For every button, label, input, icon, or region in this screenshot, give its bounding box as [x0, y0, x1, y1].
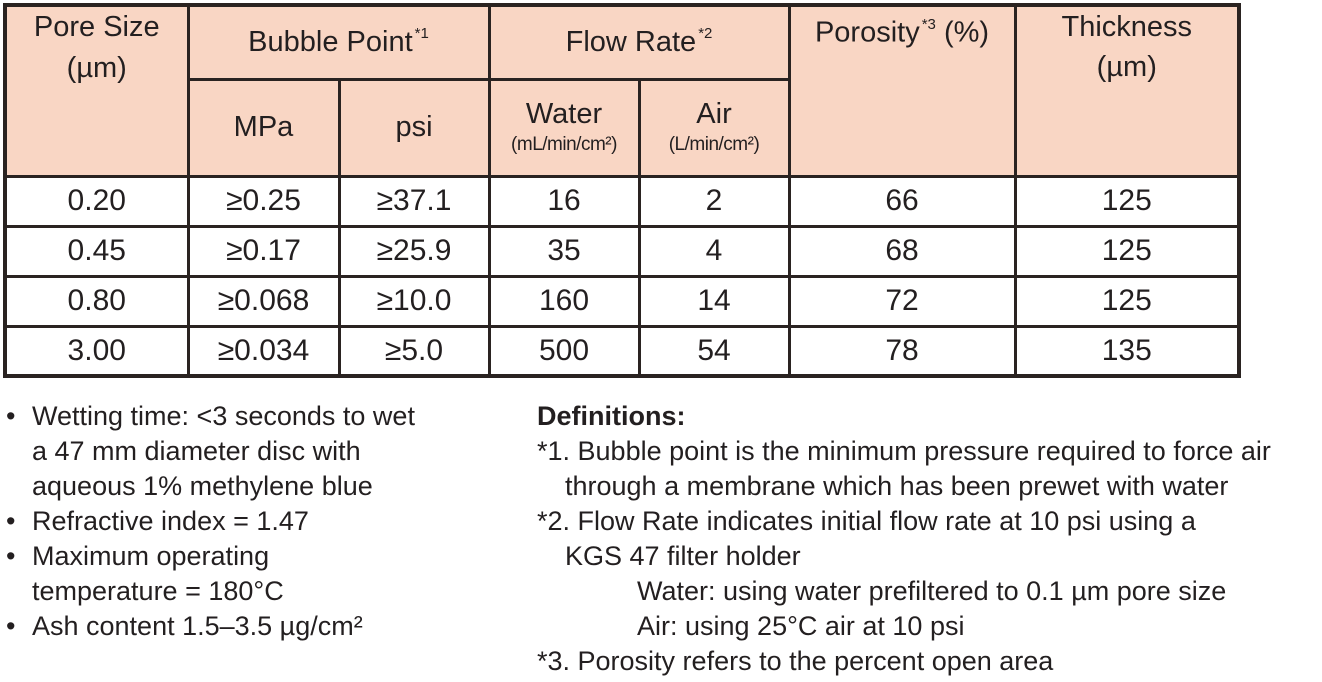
definition-line: *2. Flow Rate indicates initial flow rat… [537, 506, 1196, 536]
table-cell: ≥37.1 [337, 174, 491, 228]
note-text: Wetting time: <3 seconds to wet [32, 401, 415, 431]
table-row: 0.80 ≥0.068 ≥10.0 160 14 72 125 [3, 274, 1241, 328]
header-thickness-line2: (µm) [1096, 51, 1157, 83]
bullet-icon: • [6, 611, 16, 641]
note-text: Maximum operating [32, 541, 270, 571]
table-cell: ≥10.0 [337, 274, 491, 328]
note-text: temperature = 180°C [32, 576, 284, 606]
notes-section: • Wetting time: <3 seconds to wet • a 47… [0, 399, 1322, 679]
definition-line: Water: using water prefiltered to 0.1 µm… [637, 576, 1227, 606]
note-line: • a 47 mm diameter disc with [6, 434, 537, 469]
bullet-icon: • [6, 541, 16, 571]
header-bubble-point: Bubble Point *1 [186, 3, 491, 81]
header-psi: psi [337, 77, 491, 178]
header-water-label: Water [525, 98, 603, 130]
header-thickness: Thickness (µm) [1013, 3, 1241, 178]
table-cell: 4 [637, 224, 791, 278]
bullet-icon: • [6, 401, 16, 431]
table-cell: 3.00 [3, 324, 190, 378]
header-row-groups: Pore Size (µm) Bubble Point *1 Flow Rate *… [3, 3, 1241, 178]
header-pore-size: Pore Size (µm) [3, 3, 190, 178]
table-cell: 2 [637, 174, 791, 228]
table-cell: 160 [487, 274, 641, 328]
table-cell: 72 [787, 274, 1017, 328]
note-text: Ash content 1.5–3.5 µg/cm² [32, 611, 363, 641]
table-cell: 135 [1013, 324, 1241, 378]
membrane-specs-table: Pore Size (µm) Bubble Point *1 Flow Rate *… [3, 3, 1242, 378]
header-row-subcolumns: MPa psi Water (mL/min/cm²) Air (L/min/cm… [5, 77, 1239, 178]
table-cell: 66 [787, 174, 1017, 228]
note-line: • Maximum operating [6, 539, 537, 574]
definition-line: KGS 47 filter holder [565, 541, 801, 571]
table-row: 3.00 ≥0.034 ≥5.0 500 54 78 135 [3, 324, 1241, 378]
definition-line: Air: using 25°C air at 10 psi [637, 611, 965, 641]
header-porosity: Porosity *3 (%) [787, 3, 1017, 178]
table-cell: 125 [1013, 274, 1241, 328]
table-cell: 16 [487, 174, 641, 228]
table-cell: ≥0.068 [186, 274, 341, 328]
header-air-unit: (L/min/cm²) [668, 134, 760, 155]
note-line: • Ash content 1.5–3.5 µg/cm² [6, 609, 537, 644]
definition-line: through a membrane which has been prewet… [565, 471, 1229, 501]
table-cell: 68 [787, 224, 1017, 278]
header-porosity-label: Porosity [814, 16, 920, 49]
note-line: • Wetting time: <3 seconds to wet [6, 399, 537, 434]
header-mpa: MPa [186, 77, 341, 178]
header-pore-size-line1: Pore Size [33, 11, 160, 43]
table-cell: 35 [487, 224, 641, 278]
header-bubble-point-label: Bubble Point [248, 25, 413, 58]
header-air: Air (L/min/cm²) [637, 77, 791, 178]
table-cell: ≥5.0 [337, 324, 491, 378]
physical-properties-notes: • Wetting time: <3 seconds to wet • a 47… [0, 399, 537, 644]
footnote-marker-1: *1 [414, 25, 429, 43]
table-cell: ≥0.034 [186, 324, 341, 378]
note-text: Refractive index = 1.47 [32, 506, 309, 536]
header-air-label: Air [696, 98, 732, 130]
table-cell: 500 [487, 324, 641, 378]
header-water-unit: (mL/min/cm²) [511, 134, 617, 155]
table-cell: 125 [1013, 224, 1241, 278]
header-porosity-unit: (%) [943, 16, 990, 49]
footnote-marker-3: *3 [921, 16, 936, 33]
definition-line: *3. Porosity refers to the percent open … [537, 646, 1054, 676]
header-thickness-line1: Thickness [1061, 11, 1193, 43]
note-line: • temperature = 180°C [6, 574, 537, 609]
table-cell: 125 [1013, 174, 1241, 228]
header-pore-size-line2: (µm) [66, 52, 127, 84]
table-cell: ≥25.9 [337, 224, 491, 278]
note-line: • aqueous 1% methylene blue [6, 469, 537, 504]
table-row: 0.45 ≥0.17 ≥25.9 35 4 68 125 [3, 224, 1241, 278]
definition-line: *1. Bubble point is the minimum pressure… [537, 436, 1271, 466]
table-cell: 0.20 [3, 174, 190, 228]
header-flow-rate: Flow Rate *2 [487, 3, 791, 81]
definitions-title: Definitions: [537, 401, 686, 431]
footnote-marker-2: *2 [698, 25, 713, 43]
table-cell: ≥0.25 [186, 174, 341, 228]
header-flow-rate-label: Flow Rate [565, 25, 697, 58]
bullet-icon: • [6, 506, 16, 536]
definitions-block: Definitions: *1. Bubble point is the min… [537, 399, 1322, 679]
note-text: aqueous 1% methylene blue [32, 471, 373, 501]
header-water: Water (mL/min/cm²) [487, 77, 641, 178]
table-cell: ≥0.17 [186, 224, 341, 278]
table-cell: 0.80 [3, 274, 190, 328]
note-line: • Refractive index = 1.47 [6, 504, 537, 539]
table-cell: 54 [637, 324, 791, 378]
table-row: 0.20 ≥0.25 ≥37.1 16 2 66 125 [3, 174, 1241, 228]
table-cell: 0.45 [3, 224, 190, 278]
note-text: a 47 mm diameter disc with [32, 436, 361, 466]
table-cell: 78 [787, 324, 1017, 378]
table-cell: 14 [637, 274, 791, 328]
